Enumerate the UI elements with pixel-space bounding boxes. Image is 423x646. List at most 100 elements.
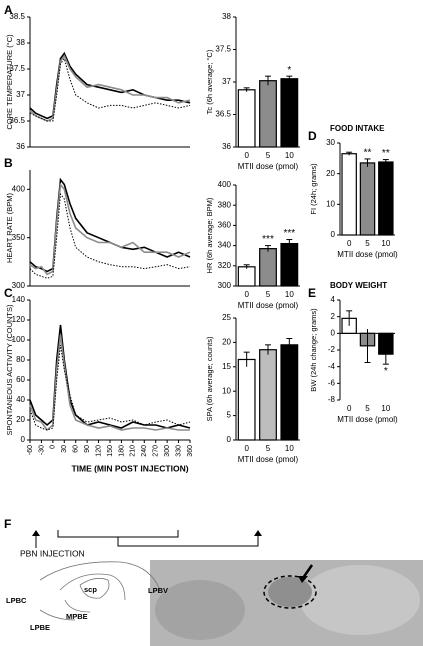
- bar: [259, 248, 277, 287]
- y-tick-label: 340: [218, 241, 232, 250]
- arrowhead: [254, 530, 262, 536]
- x-axis-label: MTII dose (pmol): [337, 250, 398, 259]
- x-tick-label: 360: [187, 445, 194, 457]
- bar: [237, 89, 256, 148]
- arrowhead: [32, 530, 40, 536]
- x-axis-label: MTII dose (pmol): [337, 415, 398, 424]
- x-tick-label: 10: [285, 151, 294, 160]
- region-label: scp: [84, 585, 97, 594]
- series-line: [29, 334, 190, 432]
- significance: *: [287, 65, 291, 76]
- y-tick-label: 30: [326, 138, 335, 147]
- bar: [280, 344, 299, 441]
- y-tick-label: 0: [331, 328, 336, 337]
- bar: [237, 266, 256, 287]
- y-tick-label: 300: [12, 281, 26, 290]
- bar: [259, 80, 277, 148]
- panel-letter: E: [308, 286, 316, 300]
- y-tick-label: 37.5: [9, 64, 25, 73]
- x-tick-label: 210: [130, 445, 137, 457]
- x-tick-label: 10: [285, 444, 294, 453]
- injection-label: PBN INJECTION: [20, 548, 85, 558]
- significance: **: [364, 148, 372, 159]
- stain: [268, 577, 312, 607]
- y-tick-label: 37: [222, 77, 231, 86]
- y-tick-label: 20: [16, 415, 25, 424]
- x-tick-label: 5: [365, 239, 370, 248]
- y-tick-label: 10: [222, 386, 231, 395]
- bar: [378, 161, 394, 236]
- region-label: LPBE: [30, 623, 50, 632]
- x-tick-label: 330: [175, 445, 182, 457]
- y-tick-label: 36: [16, 142, 25, 151]
- y-tick-label: -8: [328, 395, 336, 404]
- x-axis-label: MTII dose (pmol): [238, 301, 299, 310]
- y-axis-label: SPONTANEOUS ACTIVITY (COUNTS): [5, 304, 14, 435]
- x-tick-label: 0: [244, 290, 249, 299]
- y-tick-label: 400: [12, 184, 26, 193]
- y-tick-label: 0: [331, 230, 336, 239]
- y-tick-label: 38: [222, 12, 231, 21]
- panel-letter: F: [4, 517, 11, 531]
- y-tick-label: 25: [222, 313, 231, 322]
- y-tick-label: 360: [218, 221, 232, 230]
- x-tick-label: 120: [95, 445, 102, 457]
- x-axis-label: MTII dose (pmol): [238, 162, 299, 171]
- x-tick-label: -30: [38, 445, 45, 455]
- y-tick-label: 40: [16, 395, 25, 404]
- series-line: [29, 344, 191, 431]
- significance: *: [384, 366, 388, 377]
- region-label: MPBE: [66, 612, 88, 621]
- y-tick-label: 38.5: [9, 12, 25, 21]
- x-tick-label: 0: [347, 404, 352, 413]
- x-tick-label: 5: [266, 151, 271, 160]
- y-tick-label: 400: [218, 180, 232, 189]
- bracket: [57, 530, 259, 547]
- series-line: [29, 192, 191, 279]
- y-tick-label: 5: [227, 411, 232, 420]
- panel-letter: C: [4, 286, 13, 300]
- x-tick-label: 10: [285, 290, 294, 299]
- significance: ***: [262, 234, 274, 245]
- y-tick-label: 0: [21, 435, 26, 444]
- histology-texture: [300, 565, 420, 635]
- y-axis-label: BW (24h change; grams): [309, 308, 318, 392]
- x-tick-label: 60: [73, 445, 80, 453]
- y-tick-label: 350: [12, 233, 26, 242]
- region-label: LPBV: [148, 586, 168, 595]
- bar: [237, 358, 256, 441]
- x-tick-label: 5: [365, 404, 370, 413]
- y-tick-label: 37: [16, 90, 25, 99]
- panel-letter: D: [308, 129, 317, 143]
- y-axis-label: HEART RATE (BPM): [5, 192, 14, 263]
- bar: [359, 162, 376, 236]
- y-tick-label: 320: [218, 261, 232, 270]
- chart-title: BODY WEIGHT: [330, 281, 387, 290]
- x-axis-label: TIME (MIN POST INJECTION): [71, 463, 188, 473]
- y-tick-label: 15: [222, 362, 231, 371]
- y-tick-label: 36.5: [9, 116, 25, 125]
- x-tick-label: 0: [50, 445, 57, 449]
- panel-letter: B: [4, 156, 13, 170]
- y-axis-label: HR (6h average; BPM): [205, 197, 214, 273]
- y-tick-label: 100: [12, 335, 26, 344]
- x-tick-label: 0: [347, 239, 352, 248]
- arrowhead: [298, 576, 308, 583]
- x-tick-label: 90: [84, 445, 91, 453]
- x-axis-label: MTII dose (pmol): [238, 455, 299, 464]
- y-tick-label: 36: [222, 142, 231, 151]
- y-tick-label: -2: [328, 345, 336, 354]
- series-line: [29, 324, 191, 429]
- x-tick-label: 30: [61, 445, 68, 453]
- x-tick-label: -60: [27, 445, 34, 455]
- y-tick-label: 300: [218, 281, 232, 290]
- y-tick-label: 80: [16, 355, 25, 364]
- y-tick-label: 37.5: [215, 45, 231, 54]
- injection-site: [263, 575, 317, 609]
- y-tick-label: 2: [331, 312, 336, 321]
- bar: [259, 349, 277, 441]
- y-axis-label: SPA (6h average; counts): [205, 336, 214, 421]
- y-tick-label: 38: [16, 38, 25, 47]
- y-tick-label: 20: [222, 338, 231, 347]
